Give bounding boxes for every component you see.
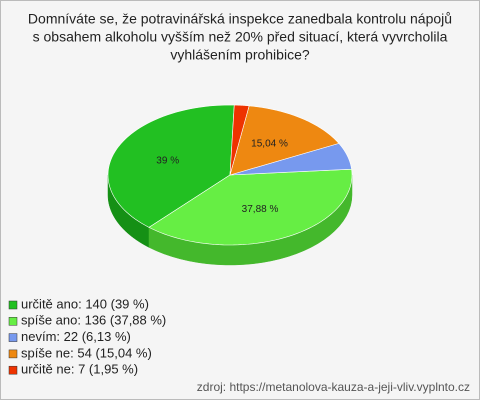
slice (229, 105, 340, 176)
slice (229, 104, 250, 176)
slice (148, 168, 353, 246)
legend-label: nevím: 22 (6,13 %) (21, 329, 131, 344)
slice (229, 143, 352, 176)
value-label: 39 % (156, 155, 179, 166)
value-label: 37,88 % (242, 204, 279, 215)
legend-label: určitě ne: 7 (1,95 %) (21, 362, 138, 377)
legend-swatch (8, 349, 18, 359)
slice (107, 104, 235, 228)
legend-swatch (8, 333, 18, 342)
legend-label: spíše ne: 54 (15,04 %) (21, 345, 152, 360)
legend-swatch (8, 300, 18, 310)
chart-title: vyhlášením prohibice? (170, 47, 310, 63)
legend-label: určitě ano: 140 (39 %) (21, 296, 149, 311)
legend-label: spíše ano: 136 (37,88 %) (21, 313, 166, 328)
chart-title: s obsahem alkoholu vyšším než 20% před s… (33, 29, 448, 45)
source: zdroj: https://metanolova-kauza-a-jeji-v… (197, 380, 470, 394)
chart-title: Domníváte se, že potravinářská inspekce … (28, 11, 452, 27)
legend-swatch (8, 317, 18, 326)
value-label: 15,04 % (251, 139, 288, 150)
legend-swatch (8, 365, 18, 375)
